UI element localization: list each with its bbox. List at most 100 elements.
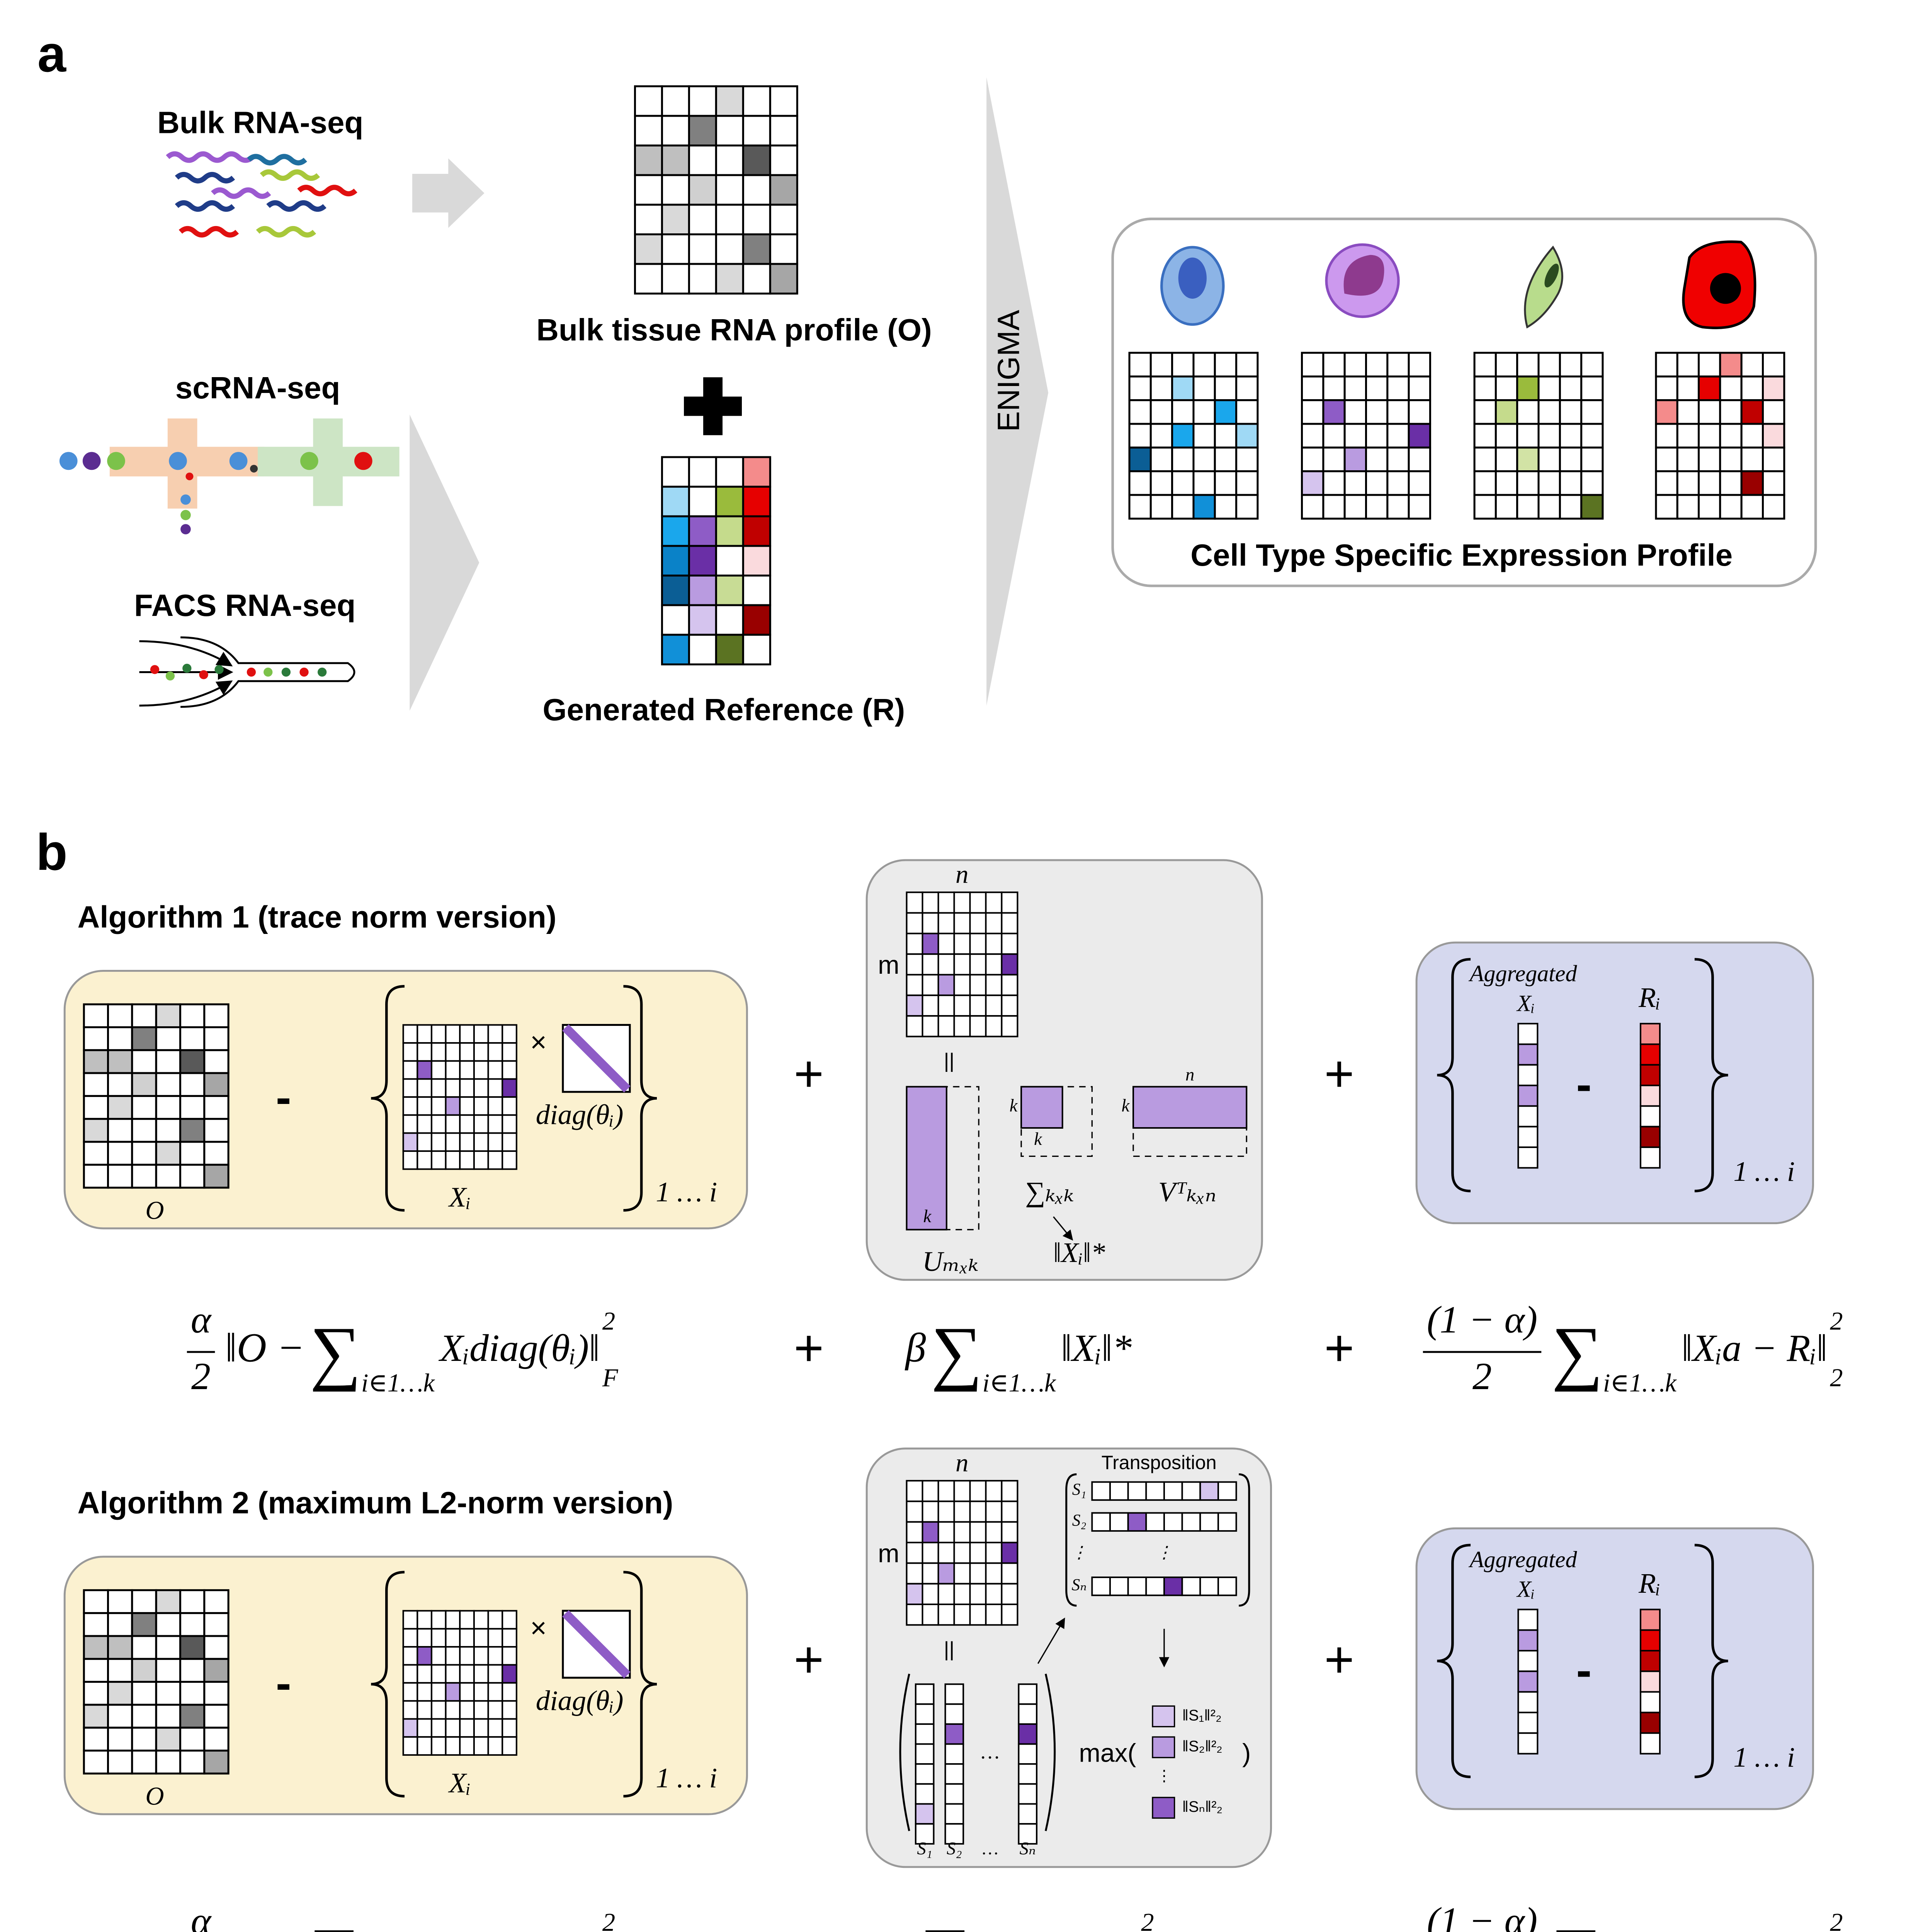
grid-cell: [1408, 470, 1431, 496]
matrix-label: ∑ₖₓₖ: [1025, 1176, 1074, 1208]
cell-dot: [180, 510, 191, 520]
cell-dot: [354, 452, 372, 470]
brace: [1437, 958, 1471, 1192]
grid-cell: [688, 85, 717, 117]
brace: [623, 985, 657, 1212]
grid-cell: [430, 1132, 447, 1152]
grid-cell: [769, 145, 798, 176]
formula-superscript: 2: [1141, 1908, 1154, 1932]
grid-cell: [1322, 470, 1346, 496]
grid-cell: [1676, 352, 1700, 378]
grid-cell: [430, 1060, 447, 1080]
grid-cell: [715, 85, 744, 117]
rna-read: [175, 200, 235, 212]
operator: ||: [944, 1638, 955, 1661]
grid-cell: [445, 1024, 461, 1044]
grid-cell: [502, 1610, 517, 1630]
grid-cell: [1719, 494, 1743, 520]
grid-cell: [1214, 375, 1238, 401]
grid-cell: [922, 932, 939, 955]
grid-cell: [445, 1700, 461, 1720]
grid-cell: [937, 953, 955, 976]
grid-cell: [688, 145, 717, 176]
grid-cell: [1365, 399, 1389, 425]
grid-cell: [1145, 1481, 1165, 1501]
grid-cell: [1018, 1803, 1038, 1825]
formula-body: ‖O −: [225, 1325, 305, 1371]
grid-cell: [1001, 912, 1018, 934]
grid-cell: [969, 891, 987, 914]
grid-cell: [944, 1783, 964, 1805]
grid-cell: [953, 953, 971, 976]
grid-cell: [985, 994, 1003, 1017]
grid-cell: [1559, 446, 1583, 473]
grid-cell: [1001, 1583, 1018, 1605]
grid-cell: [203, 1681, 230, 1706]
grid-cell: [487, 1664, 503, 1684]
grid-cell: [953, 1480, 971, 1502]
grid-cell: [1091, 1512, 1111, 1532]
grid-cell: [1655, 399, 1678, 425]
grid-cell: [445, 1718, 461, 1738]
grid-cell: [742, 263, 771, 295]
grid-cell: [1639, 1670, 1661, 1693]
grid-cell: [417, 1024, 432, 1044]
grid-cell: [1580, 399, 1604, 425]
grid-cell: [1639, 1064, 1661, 1087]
grid-cell: [1001, 1015, 1018, 1037]
grid-cell: [1001, 1500, 1018, 1523]
grid-cell: [417, 1096, 432, 1116]
grid-cell: [1109, 1481, 1129, 1501]
grid-cell: [937, 1500, 955, 1523]
grid-cell: [487, 1150, 503, 1170]
grid-cell: [473, 1042, 489, 1062]
grid-cell: [969, 1604, 987, 1626]
grid-cell: [661, 545, 690, 577]
cell-icon: [1710, 273, 1741, 304]
grid-cell: [634, 263, 663, 295]
grid-cell: [742, 515, 771, 547]
input-label: FACS RNA-seq: [134, 588, 355, 622]
grid-cell: [1192, 352, 1216, 378]
grid-cell: [473, 1700, 489, 1720]
grid-cell: [1163, 1577, 1183, 1596]
grid-cell: [922, 1583, 939, 1605]
grid-cell: [937, 891, 955, 914]
grid-cell: [1192, 494, 1216, 520]
grid-cell: [715, 115, 744, 147]
grid-cell: [1719, 446, 1743, 473]
grid-cell: [83, 1658, 109, 1683]
grid-cell: [937, 912, 955, 934]
grid-cell: [487, 1132, 503, 1152]
grid-cell: [83, 1704, 109, 1729]
grid-cell: [937, 1583, 955, 1605]
grid-cell: [131, 1141, 157, 1166]
grid-cell: [402, 1114, 418, 1134]
grid-cell: [1214, 494, 1238, 520]
input-label: Bulk RNA-seq: [157, 105, 363, 139]
grid-cell: [1018, 1703, 1038, 1725]
grid-cell: [906, 1542, 923, 1564]
grid-cell: [402, 1646, 418, 1666]
grid-cell: [937, 974, 955, 996]
grid-cell: [969, 1500, 987, 1523]
grid-cell: [661, 85, 690, 117]
grid-cell: [83, 1726, 109, 1752]
grid-cell: [1128, 494, 1152, 520]
grid-cell: [445, 1610, 461, 1630]
grid-cell: [402, 1718, 418, 1738]
grid-cell: [1149, 423, 1173, 449]
grid-cell: [915, 1683, 935, 1705]
grid-cell: [179, 1026, 206, 1051]
grid-cell: [83, 1750, 109, 1775]
grid-cell: [430, 1610, 447, 1630]
grid-cell: [1343, 352, 1367, 378]
grid-cell: [1322, 494, 1346, 520]
grid-cell: [445, 1096, 461, 1116]
rna-read: [297, 185, 357, 197]
algorithm-title: Algorithm 2 (maximum L2-norm version): [78, 1486, 673, 1520]
grid-cell: [83, 1026, 109, 1051]
grid-cell: [1580, 446, 1604, 473]
operator: ×: [530, 1026, 547, 1058]
cell-dot: [180, 494, 191, 505]
